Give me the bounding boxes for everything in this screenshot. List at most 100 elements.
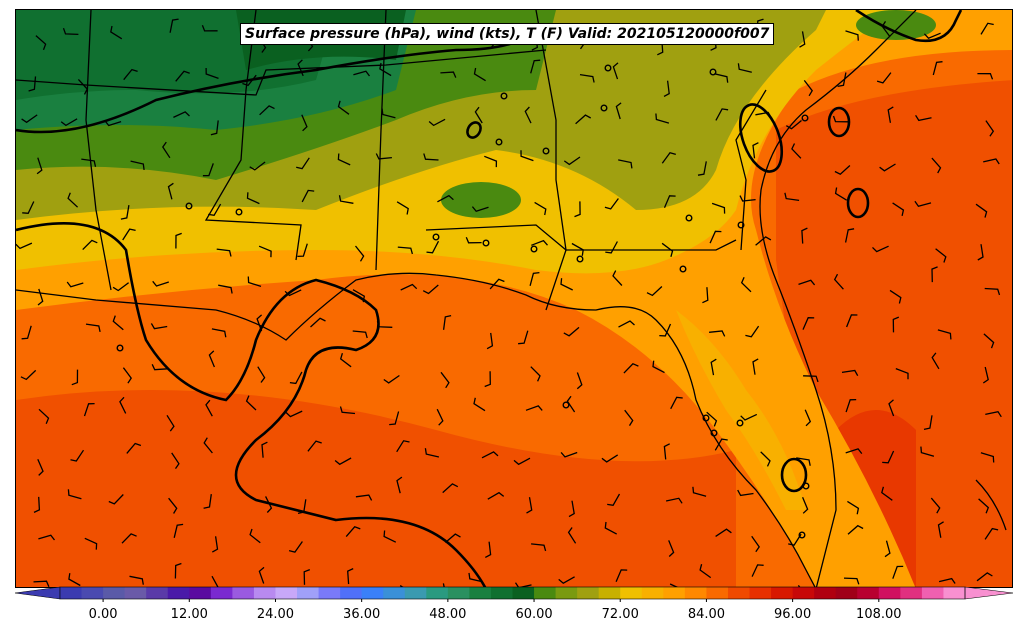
wind-barb xyxy=(82,239,98,251)
wind-barb xyxy=(396,440,410,453)
calm-wind-circle xyxy=(530,245,538,253)
wind-barb xyxy=(376,320,393,328)
wind-barb xyxy=(832,115,849,123)
wind-barb xyxy=(208,350,215,368)
wind-barb xyxy=(38,534,56,541)
calm-wind-circle xyxy=(801,114,809,122)
wind-barb xyxy=(284,289,302,297)
wind-barb xyxy=(261,441,268,458)
colorbar-segment xyxy=(641,587,664,599)
wind-barb xyxy=(85,323,101,333)
calm-wind-circle xyxy=(495,138,503,146)
wind-barb xyxy=(801,227,808,244)
wind-barb xyxy=(354,245,365,262)
wind-barb xyxy=(530,366,541,382)
wind-barb xyxy=(108,494,124,505)
wind-barb xyxy=(202,163,214,177)
colorbar-segment xyxy=(426,587,449,599)
wind-barb xyxy=(661,242,674,257)
wind-barb xyxy=(834,187,848,201)
wind-barb xyxy=(355,494,373,501)
wind-barb xyxy=(245,395,257,411)
wind-barb xyxy=(428,118,446,127)
wind-barb xyxy=(715,108,729,121)
wind-barb xyxy=(110,25,123,40)
colorbar-tick-label: 96.00 xyxy=(774,607,812,622)
wind-barb xyxy=(737,63,752,73)
wind-barb xyxy=(310,317,326,328)
colorbar-min-extend xyxy=(14,586,61,600)
wind-barb xyxy=(77,78,88,95)
wind-barb xyxy=(104,120,122,127)
wind-barb xyxy=(692,486,707,497)
colorbar-segment xyxy=(189,587,212,599)
wind-barb xyxy=(288,541,303,553)
wind-barb xyxy=(175,70,190,82)
wind-barb xyxy=(347,568,354,585)
wind-barb xyxy=(151,364,168,371)
wind-barb xyxy=(334,457,352,466)
wind-barb xyxy=(484,371,491,388)
wind-barb xyxy=(352,289,366,303)
wind-barb xyxy=(256,314,263,332)
wind-barb xyxy=(289,371,303,385)
wind-barb xyxy=(737,489,754,497)
wind-barb xyxy=(297,243,308,258)
calm-wind-circle xyxy=(710,429,718,437)
wind-barb xyxy=(486,332,494,350)
calm-wind-circle xyxy=(702,414,710,422)
calm-wind-circle xyxy=(432,233,440,241)
wind-barb xyxy=(882,450,895,464)
wind-barb xyxy=(203,437,213,454)
wind-barb xyxy=(560,451,578,458)
wind-barb xyxy=(352,330,368,339)
wind-barb xyxy=(711,202,726,214)
wind-barb xyxy=(715,528,732,537)
wind-barb xyxy=(931,157,942,174)
colorbar-segment xyxy=(771,587,794,599)
wind-barb xyxy=(442,483,459,494)
wind-barb xyxy=(884,540,891,558)
colorbar-segment xyxy=(878,587,901,599)
wind-barb xyxy=(529,271,540,286)
wind-barb xyxy=(659,323,672,337)
wind-barb xyxy=(337,153,351,166)
wind-barb xyxy=(663,443,670,460)
wind-barb xyxy=(833,273,844,290)
wind-barb xyxy=(489,278,505,290)
map-panel[interactable]: Surface pressure (hPa), wind (kts), T (F… xyxy=(15,9,1013,588)
wind-barb xyxy=(618,320,635,328)
colorbar xyxy=(14,586,1014,602)
colorbar-tick-label: 24.00 xyxy=(256,607,295,622)
wind-barb xyxy=(383,374,400,384)
wind-barb xyxy=(567,527,577,544)
wind-barb xyxy=(937,521,944,538)
wind-barb xyxy=(339,406,356,415)
wind-barb xyxy=(845,30,859,41)
colorbar-segment xyxy=(297,587,320,599)
colorbar-segment xyxy=(318,587,341,599)
wind-barb xyxy=(804,409,812,427)
wind-barb xyxy=(211,328,227,338)
wind-barb xyxy=(575,114,592,125)
wind-barb xyxy=(22,201,35,214)
wind-barb xyxy=(534,201,547,216)
colorbar-segment xyxy=(210,587,233,599)
map-title: Surface pressure (hPa), wind (kts), T (F… xyxy=(240,23,775,45)
colorbar-segment xyxy=(598,587,621,599)
wind-barb xyxy=(841,369,859,377)
colorbar-segment xyxy=(663,587,686,599)
wind-barb xyxy=(881,486,893,501)
wind-barb xyxy=(710,358,717,376)
wind-barb xyxy=(646,286,663,297)
wind-barb xyxy=(513,457,531,466)
wind-barb xyxy=(68,573,81,587)
wind-barb xyxy=(980,452,995,463)
wind-barb xyxy=(755,111,772,119)
wind-barb xyxy=(714,438,728,451)
wind-barb xyxy=(881,21,891,38)
wind-barb xyxy=(604,521,618,535)
wind-barb xyxy=(847,500,860,515)
wind-barb xyxy=(301,114,308,132)
wind-barb xyxy=(920,446,935,457)
